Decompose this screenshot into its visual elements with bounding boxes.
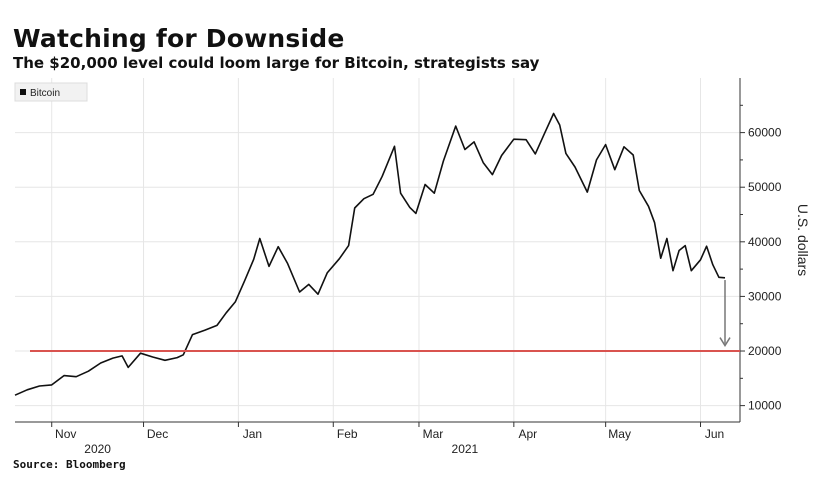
y-tick-label: 20000 bbox=[748, 344, 782, 358]
x-tick-label: Feb bbox=[337, 427, 358, 441]
chart-title: Watching for Downside bbox=[13, 24, 345, 53]
y-tick-label: 10000 bbox=[748, 399, 782, 413]
x-year-label: 2020 bbox=[84, 442, 111, 456]
source-note: Source: Bloomberg bbox=[13, 458, 126, 471]
series bbox=[14, 112, 726, 396]
y-tick-label: 30000 bbox=[748, 289, 782, 303]
x-tick-label: May bbox=[608, 427, 631, 441]
y-tick-label: 50000 bbox=[748, 180, 782, 194]
x-tick-label: Nov bbox=[55, 427, 76, 441]
x-tick-label: Mar bbox=[423, 427, 444, 441]
axes: 10000 20000 30000 40000 50000 60000 Nov Dec Jan F… bbox=[15, 78, 811, 456]
legend: Bitcoin bbox=[14, 82, 88, 102]
x-tick-label: Jan bbox=[243, 427, 262, 441]
chart-subtitle: The $20,000 level could loom large for B… bbox=[13, 54, 540, 72]
x-tick-label: Jun bbox=[705, 427, 724, 441]
y-tick-label: 60000 bbox=[748, 126, 782, 140]
y-tick-label: 40000 bbox=[748, 235, 782, 249]
legend-label-bitcoin: Bitcoin bbox=[30, 88, 60, 99]
downside-arrowhead bbox=[719, 337, 731, 347]
series-line-bitcoin bbox=[14, 112, 726, 396]
x-tick-label: Dec bbox=[147, 427, 168, 441]
grid bbox=[15, 78, 740, 422]
x-year-label: 2021 bbox=[452, 442, 479, 456]
y-axis-label: U.S. dollars bbox=[795, 204, 811, 276]
annotations bbox=[30, 280, 740, 353]
x-tick-label: Apr bbox=[518, 427, 537, 441]
